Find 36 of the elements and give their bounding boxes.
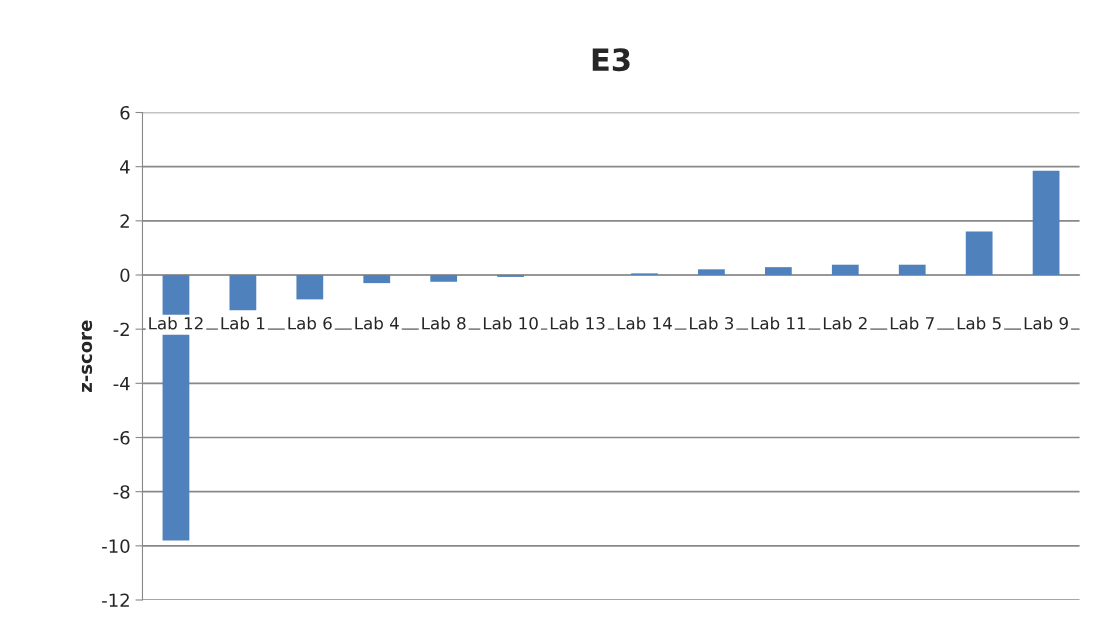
x-tick-label: Lab 11 <box>751 316 806 330</box>
y-axis-title: z-score <box>81 320 93 392</box>
x-tick-label: Lab 14 <box>617 316 672 330</box>
x-tick-label: Lab 4 <box>355 316 399 330</box>
y-tick-label: 4 <box>120 160 130 174</box>
bar <box>430 275 458 282</box>
y-tick-label: 2 <box>120 214 129 228</box>
x-tick-label: Lab 12 <box>149 316 203 330</box>
y-tick-label: -8 <box>113 485 130 499</box>
x-tick-label: Lab 7 <box>890 316 934 330</box>
bar <box>698 269 725 275</box>
y-tick-label: -10 <box>102 539 130 553</box>
y-tick-label: 6 <box>120 105 130 120</box>
x-tick-label: Lab 1 <box>221 316 265 330</box>
x-tick-label: Lab 9 <box>1024 316 1068 330</box>
bar <box>229 275 257 311</box>
bar <box>296 275 324 300</box>
y-tick-label: -6 <box>113 430 130 445</box>
chart-title: E3 <box>592 48 630 72</box>
x-tick-label: Lab 13 <box>550 316 605 330</box>
x-tick-label: Lab 2 <box>823 316 867 330</box>
bar <box>764 267 792 275</box>
bar <box>898 264 926 275</box>
bar <box>363 275 391 284</box>
bar <box>1032 170 1060 275</box>
y-tick-label: -2 <box>113 322 129 337</box>
bar <box>831 264 859 275</box>
bar <box>965 231 993 275</box>
x-tick-label: Lab 5 <box>957 316 1001 330</box>
y-tick-label: -4 <box>113 377 130 391</box>
y-tick-label: -12 <box>102 593 129 607</box>
y-tick-label: 0 <box>120 268 130 283</box>
x-tick-label: Lab 10 <box>483 316 538 330</box>
x-tick-label: Lab 6 <box>288 316 332 330</box>
x-tick-label: Lab 8 <box>422 316 466 330</box>
x-tick-label: Lab 3 <box>690 316 734 330</box>
